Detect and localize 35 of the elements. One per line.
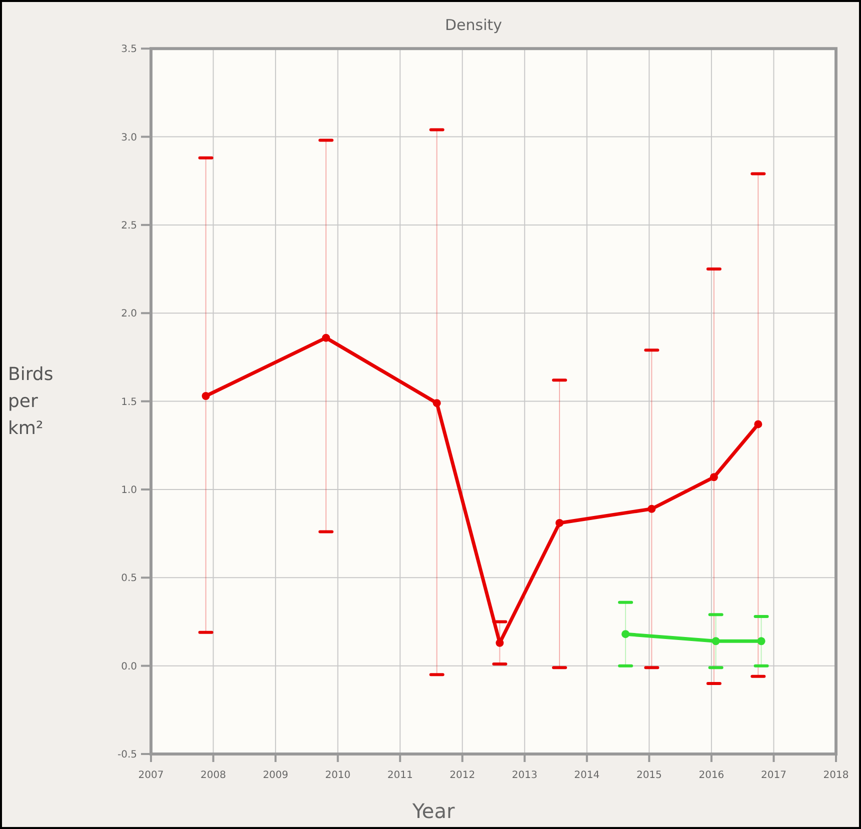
x-tick-label: 2007 (138, 770, 164, 781)
x-tick-label: 2017 (761, 770, 786, 781)
point (496, 638, 504, 647)
point (622, 630, 630, 638)
x-tick-label: 2018 (823, 770, 849, 781)
chart-title: Density (444, 16, 502, 34)
y-axis-title: Birds per km² (8, 364, 54, 439)
point (648, 504, 656, 513)
point (202, 392, 210, 400)
y-tick-label: 2.0 (121, 308, 137, 320)
x-tick-label: 2008 (200, 770, 226, 781)
x-tick-label: 2015 (636, 770, 662, 781)
y-tick-label: 1.0 (121, 484, 137, 496)
point (556, 518, 564, 527)
point (322, 334, 330, 342)
y-tick-label: 0.0 (121, 661, 137, 672)
y-tick-label: 3.0 (121, 132, 137, 144)
point (432, 399, 441, 408)
point (710, 473, 718, 482)
y-tick-label: 2.5 (121, 220, 137, 232)
y-tick-label: 1.5 (121, 396, 137, 408)
x-tick-label: 2011 (387, 770, 413, 781)
x-axis-title: Year (411, 799, 456, 823)
y-tick-label: 0.5 (121, 573, 137, 584)
y-tick-label: 3.5 (121, 44, 137, 56)
x-tick-label: 2014 (574, 770, 600, 781)
x-tick-label: 2009 (262, 770, 288, 781)
x-tick-label: 2010 (325, 770, 351, 781)
x-tick-label: 2013 (512, 770, 538, 781)
point (754, 420, 762, 428)
point (712, 637, 720, 646)
point (757, 637, 766, 646)
x-tick-label: 2012 (450, 770, 476, 781)
y-tick-label: -0.5 (117, 750, 137, 760)
x-tick-label: 2016 (698, 770, 724, 781)
